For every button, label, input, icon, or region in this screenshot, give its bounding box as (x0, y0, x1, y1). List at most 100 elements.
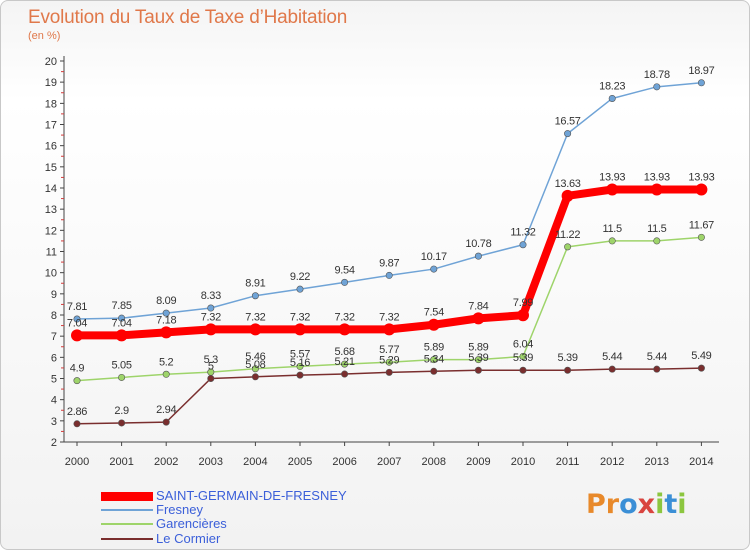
data-label: 7.32 (334, 311, 354, 323)
x-tick-label: 2005 (288, 456, 312, 468)
data-point (517, 309, 529, 322)
data-label: 5.34 (424, 353, 444, 365)
y-tick-label: 12 (45, 225, 57, 237)
data-label: 7.81 (67, 301, 87, 313)
data-point (385, 271, 393, 279)
data-point (608, 365, 616, 373)
data-label: 5.77 (379, 344, 399, 356)
data-label: 13.93 (644, 171, 670, 183)
data-point (564, 366, 572, 374)
data-label: 7.04 (111, 317, 131, 329)
data-point (474, 356, 482, 364)
data-label: 10.78 (465, 238, 491, 250)
data-label: 5.68 (334, 346, 354, 358)
legend-label: SAINT-GERMAIN-DE-FRESNEY (156, 488, 347, 503)
data-label: 9.87 (379, 257, 399, 269)
data-label: 2.86 (67, 406, 87, 418)
data-label: 2.9 (114, 405, 129, 417)
data-point (73, 420, 81, 428)
data-label: 5.44 (602, 351, 622, 363)
data-point (519, 352, 527, 360)
data-point (341, 370, 349, 378)
data-point (383, 323, 396, 336)
data-point (385, 368, 393, 376)
data-point (697, 233, 705, 241)
data-point (73, 315, 81, 323)
y-tick-label: 15 (45, 162, 57, 174)
data-label: 7.32 (290, 311, 310, 323)
data-label: 7.32 (379, 311, 399, 323)
data-label: 5.21 (334, 356, 354, 368)
data-label: 9.22 (290, 271, 310, 283)
data-label: 4.9 (70, 363, 85, 375)
data-point (608, 237, 616, 245)
data-point (430, 356, 438, 364)
y-tick-label: 10 (45, 268, 57, 280)
data-label: 8.33 (201, 290, 221, 302)
legend-swatch (101, 523, 153, 525)
data-label: 5.49 (691, 350, 711, 362)
data-point (650, 183, 663, 196)
series-line (76, 82, 703, 320)
data-point (472, 312, 485, 325)
data-point (296, 285, 304, 293)
x-tick-label: 2009 (466, 456, 490, 468)
data-point (606, 183, 619, 196)
data-label: 8.91 (245, 278, 265, 290)
y-tick-label: 11 (46, 247, 57, 259)
data-point (251, 365, 259, 373)
x-tick-label: 2002 (154, 456, 178, 468)
y-tick-label: 9 (51, 289, 57, 301)
y-tick-label: 18 (45, 98, 57, 110)
data-point (427, 318, 440, 331)
legend-label: Fresney (156, 502, 203, 517)
data-point (294, 323, 306, 336)
data-label: 10.17 (421, 251, 447, 263)
data-label: 5.05 (111, 359, 131, 371)
data-point (474, 252, 482, 260)
data-point (118, 419, 126, 427)
chart-title: Evolution du Taux de Taxe d’Habitation (28, 7, 348, 28)
y-tick-label: 13 (45, 204, 57, 216)
data-label: 7.32 (245, 311, 265, 323)
data-point (296, 362, 304, 370)
data-label: 11.67 (689, 219, 714, 231)
y-tick-label: 14 (45, 183, 57, 195)
data-label: 18.23 (599, 80, 625, 92)
data-point (73, 377, 81, 385)
data-point (430, 265, 438, 273)
data-point (71, 329, 83, 342)
data-label: 5.39 (468, 352, 488, 364)
data-label: 2.94 (156, 404, 176, 416)
y-tick-label: 17 (45, 120, 57, 132)
data-point (251, 292, 259, 300)
x-tick-label: 2011 (556, 456, 580, 468)
series-fresney (73, 79, 705, 323)
data-point (118, 373, 126, 381)
data-label: 5.16 (290, 357, 310, 369)
x-tick-label: 2000 (65, 456, 89, 468)
x-tick-label: 2010 (511, 456, 535, 468)
data-label: 7.99 (513, 297, 533, 309)
data-label: 5.3 (204, 354, 219, 366)
data-point (653, 237, 661, 245)
data-label: 6.04 (513, 338, 533, 350)
y-tick-label: 3 (51, 416, 57, 428)
legend-swatch (101, 492, 153, 501)
x-tick-label: 2006 (332, 456, 356, 468)
series-le-cormier (73, 364, 705, 428)
x-tick-label: 2008 (422, 456, 446, 468)
data-point (519, 241, 527, 249)
data-label: 13.93 (599, 171, 625, 183)
data-point (697, 364, 705, 372)
data-point (519, 366, 527, 374)
data-point (115, 329, 128, 342)
data-label: 5.2 (159, 356, 174, 368)
y-tick-label: 4 (51, 395, 57, 407)
data-label: 7.54 (424, 307, 444, 319)
chart-subtitle: (en %) (28, 30, 61, 42)
proxiti-logo: Proxiti (586, 489, 687, 520)
data-point (695, 183, 708, 196)
y-tick-label: 2 (51, 437, 57, 449)
